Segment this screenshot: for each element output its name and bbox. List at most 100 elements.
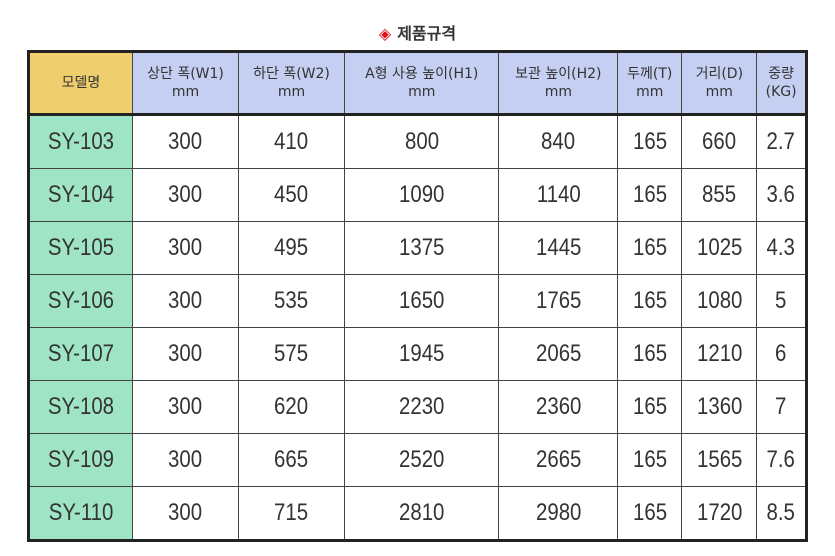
header-row: 모델명 상단 폭(W1) mm 하단 폭(W2) mm A형 사용 높이(H1) mm 보관 …: [28, 51, 807, 116]
column-header: 보관 높이(H2) mm: [498, 51, 619, 116]
cell-text: 300: [168, 128, 203, 155]
value-cell: 2230: [343, 380, 500, 434]
header-label: 중량: [768, 66, 795, 82]
cell-text: 1025: [696, 234, 742, 261]
cell-text: 800: [404, 128, 439, 155]
value-cell: 1140: [498, 168, 619, 222]
cell-text: 2665: [535, 446, 582, 473]
cell-text: 840: [541, 128, 576, 155]
value-cell: 2980: [498, 486, 619, 541]
value-cell: 620: [238, 380, 345, 434]
value-cell: 2360: [498, 380, 619, 434]
cell-text: 300: [168, 287, 203, 314]
cell-text: 1565: [696, 446, 742, 473]
value-cell: 165: [617, 486, 683, 541]
cell-text: 4.3: [766, 234, 796, 261]
value-cell: 300: [132, 221, 239, 275]
value-cell: 165: [617, 168, 683, 222]
header-label: 보관 높이(H2): [515, 66, 602, 82]
header-label: 모델명: [61, 75, 101, 91]
cell-text: 8.5: [766, 499, 796, 526]
model-cell: SY-105: [28, 221, 133, 275]
value-cell: 800: [343, 114, 500, 169]
table-row: SY-106 300 535 1650 1765 165 1080 5: [28, 274, 807, 328]
cell-text: 2230: [399, 393, 445, 420]
value-cell: 2810: [343, 486, 500, 541]
cell-text: 165: [632, 499, 667, 526]
value-cell: 1090: [343, 168, 500, 222]
value-cell: 300: [132, 486, 239, 541]
cell-text: 300: [168, 446, 203, 473]
value-cell: 1650: [343, 274, 500, 328]
header-unit: mm: [171, 84, 200, 100]
value-cell: 8.5: [756, 486, 807, 541]
model-cell: SY-109: [28, 433, 133, 487]
value-cell: 535: [238, 274, 345, 328]
value-cell: 300: [132, 114, 239, 169]
value-cell: 3.6: [756, 168, 807, 222]
cell-text: 1720: [696, 499, 742, 526]
value-cell: 6: [756, 327, 807, 381]
model-cell: SY-104: [28, 168, 133, 222]
value-cell: 300: [132, 380, 239, 434]
cell-text: 165: [632, 393, 667, 420]
cell-text: SY-109: [47, 446, 115, 473]
cell-text: 1650: [399, 287, 445, 314]
cell-text: 165: [632, 340, 667, 367]
value-cell: 7.6: [756, 433, 807, 487]
column-header: 상단 폭(W1) mm: [132, 51, 239, 116]
value-cell: 2065: [498, 327, 619, 381]
cell-text: 660: [702, 128, 737, 155]
value-cell: 5: [756, 274, 807, 328]
model-cell: SY-103: [28, 114, 133, 169]
diamond-icon: ◈: [378, 24, 392, 43]
value-cell: 1210: [681, 327, 758, 381]
value-cell: 165: [617, 380, 683, 434]
cell-text: SY-107: [47, 340, 115, 367]
cell-text: 410: [274, 128, 309, 155]
value-cell: 165: [617, 114, 683, 169]
model-cell: SY-110: [28, 486, 133, 541]
value-cell: 1025: [681, 221, 758, 275]
cell-text: 535: [274, 287, 309, 314]
cell-text: SY-106: [47, 287, 115, 314]
cell-text: 300: [168, 234, 203, 261]
value-cell: 840: [498, 114, 619, 169]
cell-text: 300: [168, 340, 203, 367]
value-cell: 495: [238, 221, 345, 275]
cell-text: 5: [775, 287, 787, 314]
header-unit: mm: [705, 84, 733, 100]
value-cell: 4.3: [756, 221, 807, 275]
cell-text: 575: [274, 340, 309, 367]
value-cell: 2.7: [756, 114, 807, 169]
value-cell: 300: [132, 274, 239, 328]
model-cell: SY-107: [28, 327, 133, 381]
cell-text: 1080: [696, 287, 742, 314]
value-cell: 1080: [681, 274, 758, 328]
table-row: SY-110 300 715 2810 2980 165 1720 8.5: [28, 486, 807, 541]
table-row: SY-108 300 620 2230 2360 165 1360 7: [28, 380, 807, 434]
cell-text: 2360: [535, 393, 582, 420]
cell-text: 2810: [399, 499, 445, 526]
value-cell: 1565: [681, 433, 758, 487]
table-row: SY-103 300 410 800 840 165 660 2.7: [28, 114, 807, 169]
value-cell: 660: [681, 114, 758, 169]
cell-text: 300: [168, 393, 203, 420]
cell-text: 620: [274, 393, 309, 420]
cell-text: SY-103: [47, 128, 115, 155]
cell-text: 1375: [399, 234, 445, 261]
model-cell: SY-108: [28, 380, 133, 434]
value-cell: 1720: [681, 486, 758, 541]
cell-text: 165: [632, 287, 667, 314]
value-cell: 300: [132, 327, 239, 381]
header-label: 하단 폭(W2): [253, 66, 330, 82]
value-cell: 165: [617, 433, 683, 487]
cell-text: 855: [702, 181, 737, 208]
header-unit: mm: [277, 84, 306, 100]
value-cell: 410: [238, 114, 345, 169]
cell-text: 165: [632, 446, 667, 473]
column-header: 하단 폭(W2) mm: [238, 51, 345, 116]
cell-text: 6: [775, 340, 787, 367]
cell-text: SY-110: [48, 499, 114, 526]
spec-table: 모델명 상단 폭(W1) mm 하단 폭(W2) mm A형 사용 높이(H1) mm 보관 …: [27, 50, 808, 542]
